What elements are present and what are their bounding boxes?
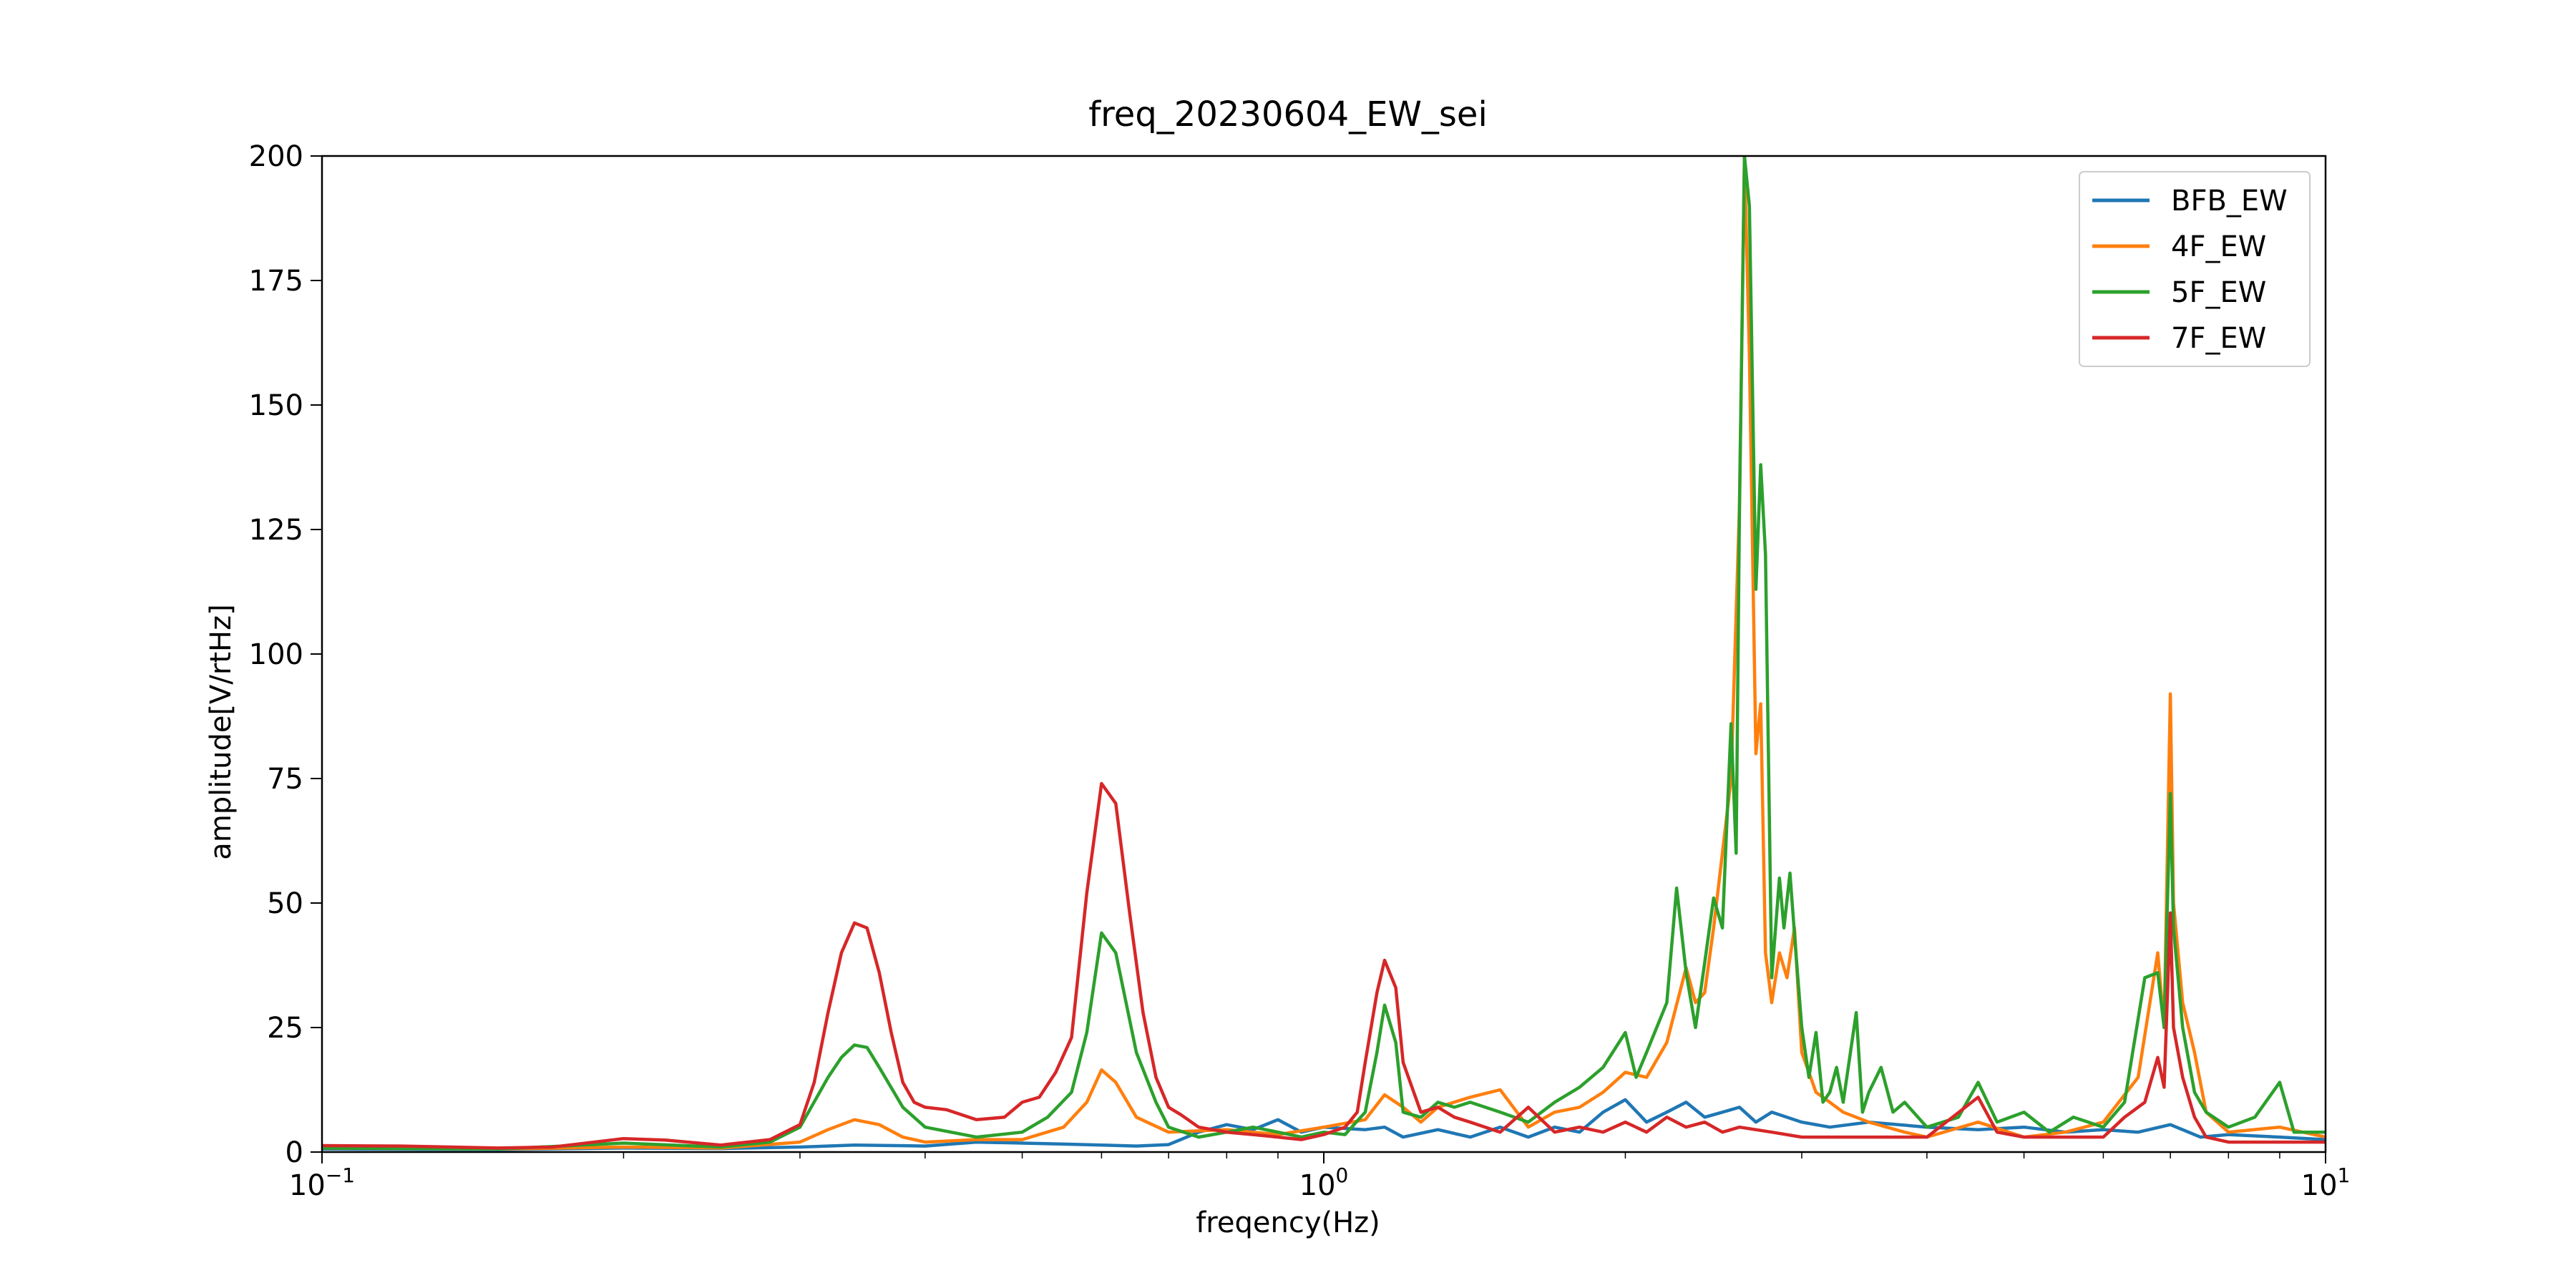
y-axis-label: amplitude[V/rtHz] [205,604,238,859]
x-tick-label: 10−1 [289,1163,355,1202]
legend: BFB_EW 4F_EW 5F_EW 7F_EW [2079,171,2311,367]
y-tick-label: 175 [249,265,303,298]
x-tick-base: 10 [1299,1169,1336,1202]
y-tick-label: 150 [249,389,303,422]
series-line-7f-ew [322,781,2326,1150]
chart-title: freq_20230604_EW_sei [1088,94,1488,135]
y-tick-label: 50 [267,887,303,920]
legend-label: 4F_EW [2171,230,2266,263]
plot-frame [321,155,2327,1153]
x-tick-base: 10 [289,1169,326,1202]
y-tick-label: 25 [267,1012,303,1045]
y-tick-label: 100 [249,638,303,671]
legend-label: 7F_EW [2171,322,2266,355]
x-tick-base: 10 [2301,1169,2338,1202]
legend-label: 5F_EW [2171,276,2266,309]
y-tick-label: 0 [286,1136,303,1169]
series-lines [322,156,2326,1151]
series-line-5f-ew [322,156,2326,1151]
legend-box [2079,171,2311,367]
legend-label: BFB_EW [2171,185,2288,218]
series-line-4f-ew [322,156,2326,1151]
y-tick-label: 75 [267,763,303,796]
x-tick-exponent: −1 [326,1163,355,1187]
x-tick-label: 100 [1299,1163,1349,1202]
y-tick-label: 125 [249,514,303,547]
x-axis-label: freqency(Hz) [1196,1206,1380,1239]
x-tick-exponent: 1 [2338,1163,2351,1187]
y-axis-ticks: 0 25 50 75 100 125 150 175 200 [249,140,322,1169]
x-tick-exponent: 0 [1336,1163,1349,1187]
y-tick-label: 200 [249,140,303,173]
x-tick-label: 101 [2301,1163,2351,1202]
x-axis-ticks: 10−1 100 101 [289,1152,2350,1202]
